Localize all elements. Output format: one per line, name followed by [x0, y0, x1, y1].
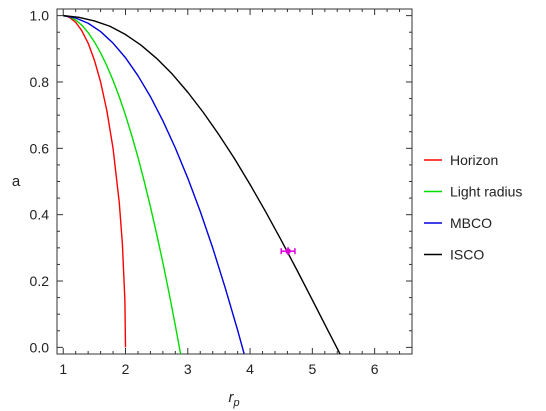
y-tick-label: 0.4 — [30, 207, 50, 223]
x-tick-label: 1 — [59, 361, 67, 377]
data-point-layer — [280, 247, 296, 256]
y-tick-label: 0.2 — [30, 273, 50, 289]
x-tick-label: 6 — [371, 361, 379, 377]
y-tick-label: 0.0 — [30, 339, 50, 355]
x-tick-label: 2 — [122, 361, 130, 377]
legend-label-mbco: MBCO — [450, 215, 492, 231]
x-tick-label: 3 — [184, 361, 192, 377]
x-tick-label: 4 — [246, 361, 254, 377]
axis-ticks — [57, 9, 412, 354]
x-axis-label-main: r — [228, 389, 234, 406]
series-line-light-radius — [63, 14, 182, 354]
x-tick-label: 5 — [308, 361, 316, 377]
plot-frame — [56, 8, 413, 355]
series-layer — [63, 14, 341, 354]
x-axis-label: rp — [228, 389, 239, 409]
data-point-marker — [285, 248, 291, 254]
series-line-isco — [63, 14, 341, 354]
axis-tick-labels: 1 2 3 4 5 6 0.0 0.2 0.4 0.6 0.8 1.0 — [30, 8, 379, 377]
x-axis-label-subscript: p — [232, 397, 239, 409]
y-tick-label: 0.8 — [30, 74, 50, 90]
legend-label-light-radius: Light radius — [450, 184, 522, 200]
legend: Horizon Light radius MBCO ISCO — [424, 152, 522, 263]
legend-label-horizon: Horizon — [450, 152, 498, 168]
legend-label-isco: ISCO — [450, 247, 484, 263]
y-tick-label: 0.6 — [30, 140, 50, 156]
series-line-horizon — [63, 14, 127, 348]
y-axis-label: a — [12, 173, 21, 190]
series-line-mbco — [63, 14, 245, 354]
y-tick-label: 1.0 — [30, 8, 50, 24]
